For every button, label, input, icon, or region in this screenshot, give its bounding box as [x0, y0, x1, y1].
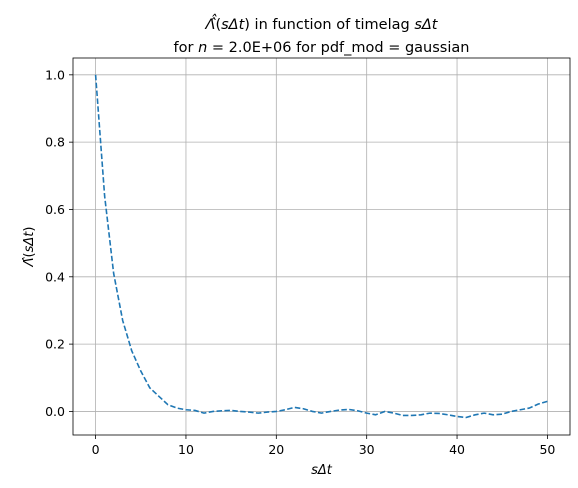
- title-paren-open: (: [215, 17, 221, 33]
- title-lambda: Λ̂̂: [205, 14, 218, 33]
- title2-n: n: [198, 40, 207, 56]
- title2-rest: = 2.0E+06 for pdf_mod = gaussian: [207, 40, 469, 56]
- x-tick-label: 0: [92, 442, 100, 457]
- x-tick-label: 50: [539, 442, 555, 457]
- x-tick-label: 20: [268, 442, 284, 457]
- series-line: [94, 74, 548, 419]
- y-tick-label: 0.0: [45, 404, 65, 419]
- ylabel-sdt: sΔt: [22, 231, 37, 253]
- chart-title-line2: for n = 2.0E+06 for pdf_mod = gaussian: [174, 40, 470, 56]
- chart-title-line1: Λ̂̂(sΔt) in function of timelag sΔt: [205, 14, 439, 33]
- ticks-layer: 0 10 20 30 40 50 0.0 0.2 0.4 0.6 0.8 1.0: [45, 67, 555, 457]
- x-tick-label: 30: [359, 442, 375, 457]
- x-tick-label: 10: [178, 442, 194, 457]
- title-paren-close: ): [244, 17, 250, 33]
- title2-for: for: [174, 40, 199, 56]
- ylabel-lambda: Λ̂: [22, 257, 37, 268]
- title-mid: in function of timelag: [250, 17, 414, 33]
- ylabel-paren-open: (: [22, 252, 37, 257]
- ylabel-paren-close: ): [22, 227, 37, 232]
- y-tick-label: 0.8: [45, 135, 65, 150]
- grid-lines: [73, 58, 570, 435]
- y-tick-label: 0.2: [45, 337, 65, 352]
- y-tick-label: 0.6: [45, 202, 65, 217]
- x-axis-label: sΔt: [311, 463, 333, 478]
- title-sdt-2: sΔt: [414, 17, 438, 33]
- plot-area: [72, 57, 571, 436]
- x-tick-label: 40: [449, 442, 465, 457]
- y-tick-label: 0.4: [45, 269, 65, 284]
- y-tick-label: 1.0: [45, 67, 65, 82]
- y-axis-label: Λ̂(sΔt): [22, 227, 37, 268]
- title-sdt-1: sΔt: [221, 17, 245, 33]
- series-layer: [94, 74, 548, 419]
